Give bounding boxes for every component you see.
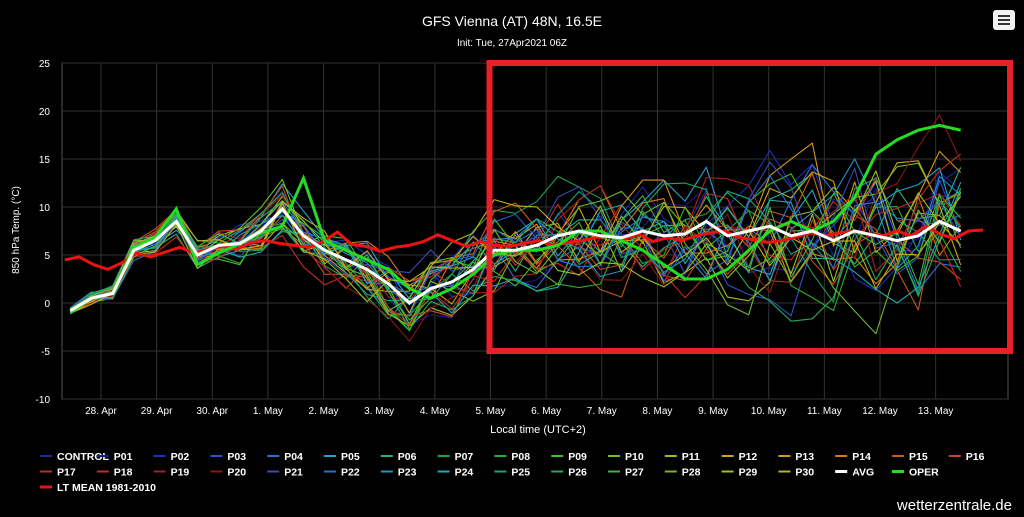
x-tick-label: 29. Apr [141, 406, 173, 417]
highlight-box [486, 60, 1013, 354]
legend-label[interactable]: P19 [171, 467, 190, 479]
legend-label[interactable]: P05 [341, 451, 360, 463]
legend-label[interactable]: LT MEAN 1981-2010 [57, 482, 156, 494]
y-tick-label: -5 [41, 347, 50, 358]
x-tick-label: 12. May [862, 406, 898, 417]
series-line-p27 [70, 192, 962, 321]
series-line-p11 [69, 180, 962, 327]
x-tick-label: 9. May [698, 406, 728, 417]
series-line-p08 [69, 206, 962, 316]
legend-label[interactable]: P13 [795, 451, 814, 463]
y-tick-label: 5 [44, 251, 50, 262]
y-tick-label: 25 [39, 59, 51, 70]
series-line-p29 [70, 170, 962, 310]
legend-label[interactable]: OPER [909, 467, 939, 479]
x-tick-label: 1. May [253, 406, 283, 417]
x-tick-label: 28. Apr [85, 406, 117, 417]
legend-label[interactable]: P29 [739, 467, 758, 479]
axis-labels: -10 -5 0 5 10 15 20 25 28. Apr 29. Apr 30. Apr 1. M… [36, 59, 954, 417]
chart-subtitle: Init: Tue, 27Apr2021 06Z [457, 38, 567, 49]
legend-label[interactable]: P10 [625, 451, 644, 463]
y-tick-label: 20 [39, 107, 51, 118]
legend-label[interactable]: P24 [455, 467, 474, 479]
legend-label[interactable]: P04 [284, 451, 303, 463]
legend-label[interactable]: P01 [114, 451, 133, 463]
x-tick-label: 13. May [918, 406, 954, 417]
x-tick-label: 3. May [364, 406, 394, 417]
legend-label[interactable]: AVG [852, 467, 874, 479]
legend-label[interactable]: CONTROL [57, 451, 109, 463]
series-line-p04 [69, 164, 961, 314]
legend-label[interactable]: P12 [739, 451, 758, 463]
x-tick-label: 10. May [751, 406, 787, 417]
y-tick-label: 10 [39, 203, 51, 214]
y-tick-label: 15 [39, 155, 51, 166]
hamburger-menu-icon[interactable] [993, 10, 1015, 30]
legend-label[interactable]: P20 [227, 467, 246, 479]
legend-label[interactable]: P22 [341, 467, 360, 479]
x-tick-label: 7. May [587, 406, 617, 417]
series-line-avg [69, 206, 962, 312]
x-tick-label: 6. May [531, 406, 561, 417]
legend: CONTROL P01 P02 P03 P04 P05 P06 P07 P08 P09 P10 P11… [40, 451, 985, 494]
legend-label[interactable]: P02 [171, 451, 190, 463]
series-line-p16 [70, 185, 962, 318]
legend-label[interactable]: P06 [398, 451, 417, 463]
legend-label[interactable]: P28 [682, 467, 701, 479]
legend-label[interactable]: P26 [568, 467, 587, 479]
legend-label[interactable]: P07 [455, 451, 474, 463]
watermark: wetterzentrale.de [896, 497, 1012, 514]
legend-label[interactable]: P11 [682, 451, 700, 463]
y-tick-label: 0 [44, 299, 50, 310]
legend-label[interactable]: P08 [511, 451, 530, 463]
legend-label[interactable]: P21 [284, 467, 303, 479]
highlight-rectangle [486, 60, 1013, 354]
chart-title: GFS Vienna (AT) 48N, 16.5E [422, 13, 602, 29]
x-axis-title: Local time (UTC+2) [490, 424, 586, 436]
y-tick-label: -10 [36, 395, 51, 406]
series-line-p26 [69, 182, 962, 330]
legend-label[interactable]: P30 [795, 467, 814, 479]
series-line-p19 [70, 176, 962, 312]
legend-label[interactable]: P16 [966, 451, 985, 463]
x-tick-label: 5. May [475, 406, 505, 417]
legend-label[interactable]: P15 [909, 451, 928, 463]
legend-label[interactable]: P09 [568, 451, 587, 463]
legend-label[interactable]: P18 [114, 467, 133, 479]
legend-label[interactable]: P14 [852, 451, 871, 463]
legend-label[interactable]: P03 [227, 451, 246, 463]
x-tick-label: 4. May [420, 406, 450, 417]
x-tick-label: 11. May [807, 406, 842, 417]
series-line-p30 [70, 199, 962, 314]
x-tick-label: 8. May [642, 406, 672, 417]
y-axis-title: 850 hPa Temp. (°C) [11, 186, 22, 274]
legend-label[interactable]: P23 [398, 467, 417, 479]
x-tick-label: 2. May [309, 406, 339, 417]
series-lines [64, 114, 984, 342]
legend-label[interactable]: P25 [511, 467, 530, 479]
legend-label[interactable]: P17 [57, 467, 76, 479]
legend-label[interactable]: P27 [625, 467, 644, 479]
x-tick-label: 30. Apr [196, 406, 228, 417]
